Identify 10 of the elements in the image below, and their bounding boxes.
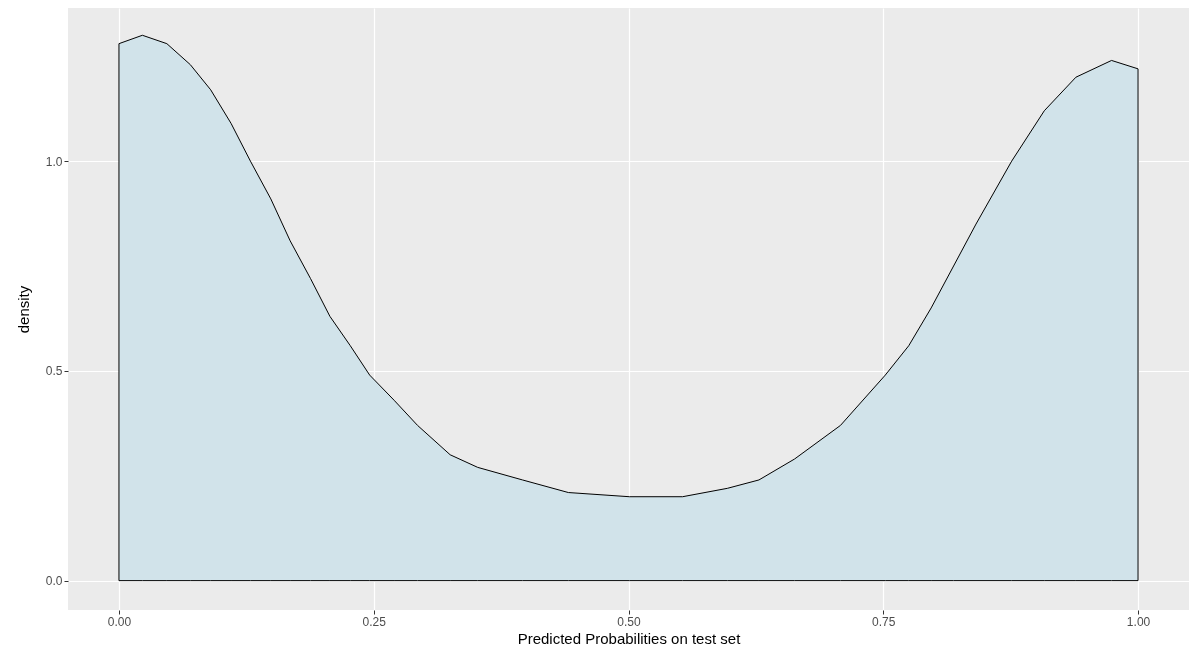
x-tick-label: 0.75 — [872, 614, 896, 629]
y-axis-title: density — [14, 285, 32, 334]
y-tick-label: 0.5 — [45, 364, 63, 379]
x-tick-label: 0.50 — [617, 614, 641, 629]
x-tick-label: 0.25 — [362, 614, 387, 629]
x-tick-label: 1.00 — [1126, 614, 1151, 629]
y-tick-label: 0.0 — [45, 574, 63, 589]
x-axis-title: Predicted Probabilities on test set — [517, 629, 742, 647]
y-tick-label: 1.0 — [45, 154, 63, 169]
x-tick-label: 0.00 — [107, 614, 132, 629]
